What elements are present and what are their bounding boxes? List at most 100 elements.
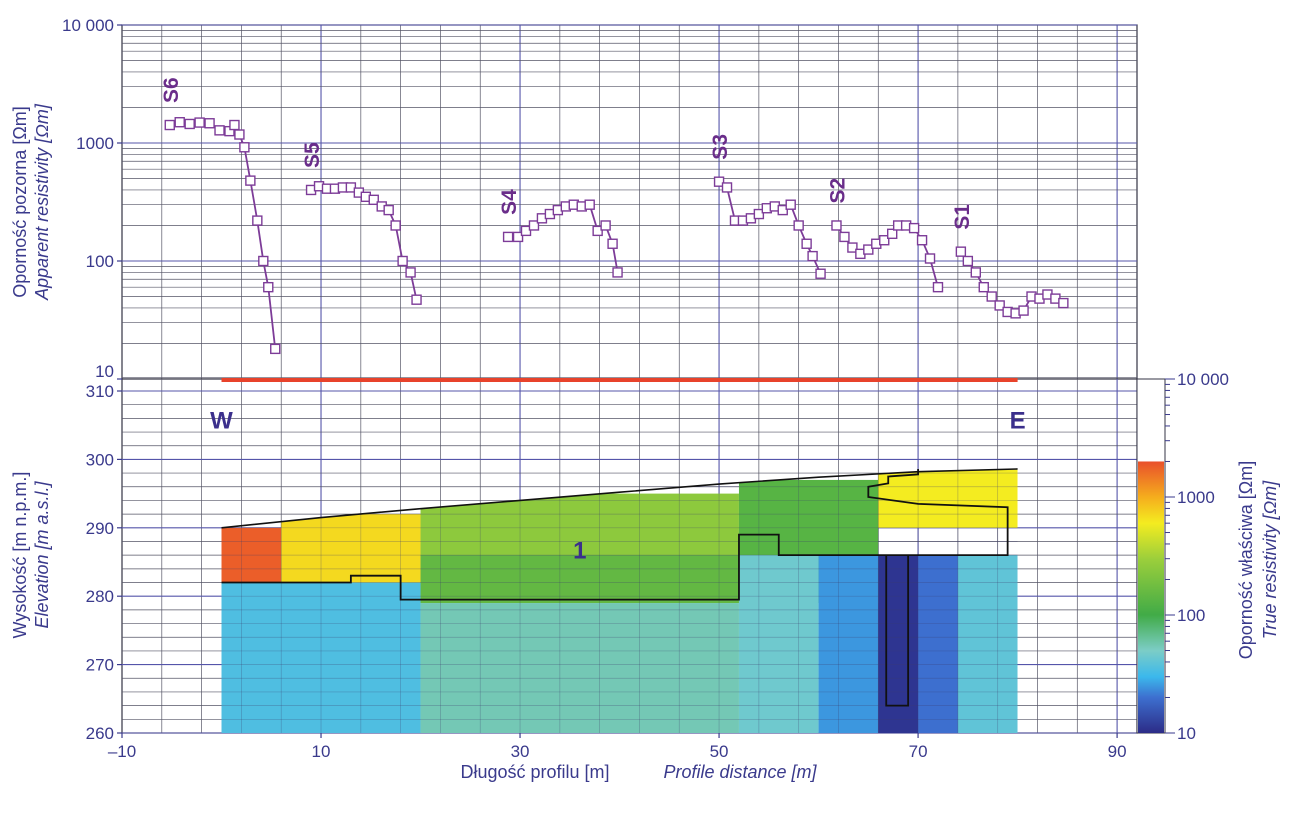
axis-labels: Oporność pozorna [Ωm] Apparent resistivit…	[10, 103, 1280, 782]
top-y-tick-label: 100	[86, 252, 114, 271]
data-point	[863, 244, 874, 255]
resistivity-zone	[738, 555, 819, 733]
data-point	[831, 220, 842, 231]
resistivity-zone	[420, 603, 739, 733]
resistivity-zone	[878, 555, 919, 733]
annotation-label: 1	[573, 537, 586, 564]
colorbar-tick-label: 10 000	[1177, 370, 1229, 389]
resistivity-zone	[957, 555, 1018, 733]
resistivity-zone	[878, 469, 1018, 528]
data-point	[239, 142, 250, 153]
data-point	[270, 343, 281, 355]
resistivity-zone	[420, 555, 739, 604]
data-point	[777, 204, 788, 216]
top-panel-grid	[121, 24, 1138, 380]
data-point	[970, 267, 981, 278]
data-point	[807, 250, 818, 262]
data-point	[405, 267, 416, 278]
data-point	[214, 125, 225, 136]
annotation-label: E	[1010, 407, 1026, 434]
data-point	[502, 231, 514, 243]
top-y-tick-label: 10	[95, 362, 114, 381]
data-point	[924, 253, 936, 264]
data-point	[512, 231, 524, 243]
data-point	[368, 194, 379, 206]
data-point	[584, 199, 595, 210]
top-y-axis-title: Oporność pozorna [Ωm]	[10, 106, 30, 298]
data-point	[978, 281, 989, 293]
x-axis-title: Długość profilu [m]	[460, 762, 609, 782]
data-point	[258, 255, 269, 267]
data-point	[994, 300, 1005, 311]
colorbar: 10 100 1000 10 000	[1136, 370, 1229, 743]
data-point	[164, 119, 175, 131]
x-tick-label: 90	[1108, 742, 1127, 761]
data-point	[390, 220, 401, 231]
colorbar-tick-label: 100	[1177, 606, 1205, 625]
resistivity-zone	[221, 582, 421, 733]
data-point	[194, 117, 205, 128]
data-point	[528, 220, 540, 231]
bottom-y-tick-label: 280	[86, 587, 114, 606]
x-tick-label: 70	[909, 742, 928, 761]
data-point	[204, 118, 215, 129]
bottom-y-tick-label: 260	[86, 724, 114, 743]
data-point	[908, 222, 920, 234]
pillar-boundary-line	[885, 555, 910, 707]
bottom-y-tick-label: 270	[86, 656, 114, 675]
bottom-y-tick-label: 290	[86, 519, 114, 538]
data-point	[229, 119, 240, 131]
data-point	[916, 235, 928, 246]
x-tick-label: 50	[710, 742, 729, 761]
data-point	[879, 235, 890, 246]
bottom-y-axis-title: Wysokość [m n.p.m.]	[10, 472, 30, 639]
data-point	[785, 199, 796, 210]
colorbar-tick-label: 1000	[1177, 488, 1215, 507]
data-point	[721, 182, 733, 193]
colorbar-tick-label: 10	[1177, 724, 1196, 743]
data-point	[955, 246, 967, 257]
data-point	[184, 118, 195, 130]
data-point	[252, 215, 263, 226]
data-point	[932, 281, 944, 293]
data-point	[600, 220, 611, 231]
series-label: S2	[826, 178, 849, 204]
top-y-axis-title-en: Apparent resistivity [Ωm]	[32, 103, 52, 301]
data-point	[793, 220, 804, 231]
resistivity-zone	[221, 527, 282, 583]
data-point	[753, 208, 765, 220]
data-point	[174, 117, 185, 128]
series-label: S6	[160, 77, 183, 103]
x-tick-label: 30	[511, 742, 530, 761]
data-point	[887, 228, 898, 240]
zone-boundary: W E 1	[210, 378, 1026, 707]
colorbar-title-en: True resistivity [Ωm]	[1260, 480, 1280, 639]
data-point	[1058, 297, 1069, 309]
data-point	[962, 255, 974, 267]
colorbar-title: Oporność właściwa [Ωm]	[1236, 461, 1256, 660]
x-tick-label: 10	[312, 742, 331, 761]
resistivity-zone	[818, 555, 879, 733]
data-point	[1018, 305, 1029, 316]
data-point	[607, 238, 618, 249]
top-y-tick-label: 10 000	[62, 16, 114, 35]
series-label: S4	[498, 189, 521, 215]
data-point	[520, 225, 532, 237]
x-axis-title-en: Profile distance [m]	[663, 762, 817, 782]
resistivity-zone	[918, 555, 958, 733]
axes: 10 100 1000 10 000 260 270 280 290 300 310 –10 10 30…	[62, 16, 1127, 761]
data-point	[411, 294, 422, 305]
data-point	[986, 291, 997, 302]
data-point	[847, 242, 858, 253]
data-point	[592, 225, 603, 237]
data-point	[815, 268, 826, 279]
sounding-curves: S6 S5 S4 S3 S2 S1	[160, 77, 1069, 355]
bottom-y-tick-label: 300	[86, 450, 114, 469]
data-point	[801, 238, 812, 249]
data-point	[612, 267, 623, 278]
data-point	[383, 204, 394, 216]
top-y-tick-label: 1000	[76, 134, 114, 153]
top-plot-frame	[121, 24, 1138, 380]
